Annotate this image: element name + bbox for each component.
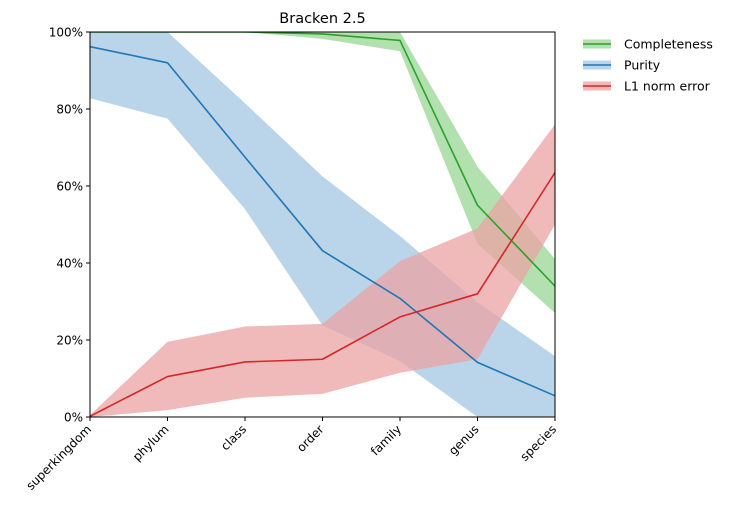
y-tick-label: 20% [56, 334, 83, 348]
x-tick-label: phylum [130, 422, 172, 464]
y-tick-label: 80% [56, 103, 83, 117]
legend: Completeness Purity L1 norm error [583, 37, 713, 94]
x-tick-label: superkingdom [23, 422, 94, 493]
x-tick-label: family [368, 422, 404, 458]
x-tick-label: genus [446, 422, 482, 458]
band-l1-norm-error [90, 124, 555, 417]
chart-title: Bracken 2.5 [279, 11, 365, 27]
legend-label-completeness: Completeness [624, 37, 713, 52]
y-tick-label: 100% [49, 26, 83, 40]
band-completeness [90, 32, 555, 314]
y-tick-label: 0% [64, 411, 83, 425]
x-tick-label: species [518, 422, 560, 464]
legend-label-l1-norm-error: L1 norm error [624, 79, 711, 94]
line-completeness [90, 32, 555, 287]
line-l1-norm-error [90, 172, 555, 417]
y-tick-label: 60% [56, 180, 83, 194]
plot-area [90, 32, 555, 417]
y-tick-label: 40% [56, 257, 83, 271]
x-tick-label: class [218, 422, 249, 453]
x-tick-label: order [294, 422, 327, 455]
line-purity [90, 45, 555, 397]
legend-label-purity: Purity [624, 58, 661, 73]
